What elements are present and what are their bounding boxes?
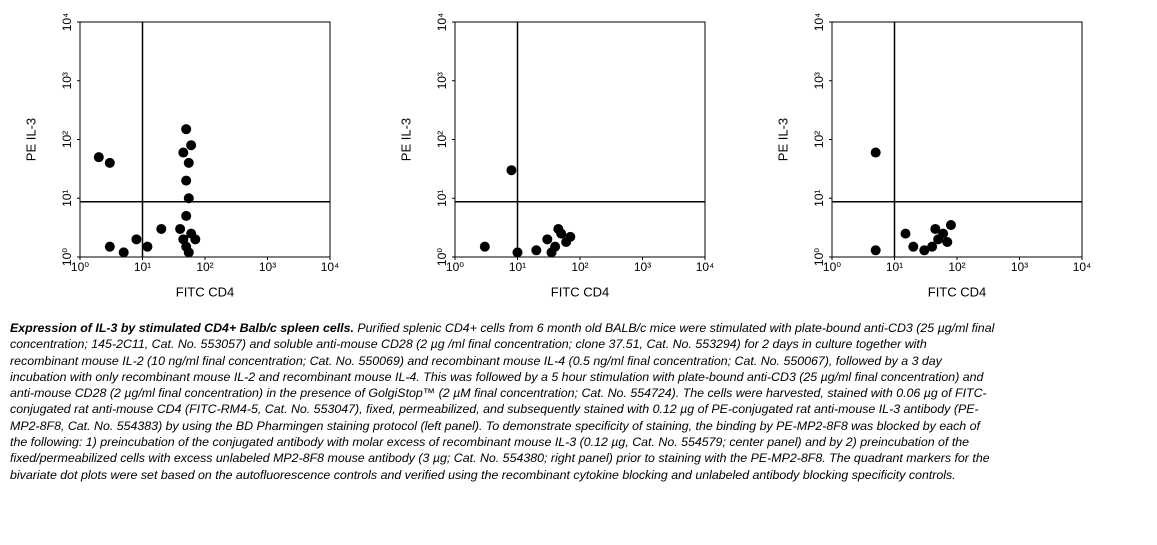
dot [900, 228, 911, 239]
dot [531, 245, 542, 256]
y-tick-label: 10¹ [435, 190, 449, 207]
y-tick-label: 10⁰ [60, 248, 74, 266]
x-tick-label: 10⁰ [446, 260, 464, 274]
y-tick-label: 10² [435, 131, 449, 148]
x-tick-label: 10⁰ [71, 260, 89, 274]
x-tick-label: 10¹ [134, 260, 151, 274]
y-tick-label: 10⁰ [435, 248, 449, 266]
dot [553, 223, 564, 234]
x-tick-label: 10³ [259, 260, 276, 274]
dot [930, 223, 941, 234]
x-tick-label: 10⁴ [696, 260, 715, 274]
y-axis-label: PE IL-3 [398, 118, 413, 161]
dot [919, 245, 930, 256]
x-tick-label: 10³ [1011, 260, 1028, 274]
dot [186, 140, 197, 151]
x-tick-label: 10³ [634, 260, 651, 274]
dot [506, 165, 517, 176]
dot [479, 241, 490, 252]
x-axis-label: FITC CD4 [928, 284, 987, 299]
y-tick-label: 10³ [60, 72, 74, 89]
figure: 10⁰ 10¹ 10² 10³ 10⁴ 10⁰ 10¹ 10² 10³ 10⁴ FITC CD4 PE… [23, 13, 1092, 300]
dot [183, 193, 194, 204]
dot [178, 147, 189, 158]
dot [870, 147, 881, 158]
x-tick-label: 10⁰ [823, 260, 841, 274]
plot-frame [79, 21, 331, 258]
x-tick-label: 10⁴ [321, 260, 340, 274]
dot [542, 234, 553, 245]
dot [870, 245, 881, 256]
y-tick-label: 10⁴ [435, 13, 449, 32]
x-tick-label: 10² [571, 260, 588, 274]
dot [565, 231, 576, 242]
y-tick-label: 10⁴ [812, 13, 826, 32]
plot-frame [831, 21, 1083, 258]
dot [131, 234, 142, 245]
dot [938, 228, 949, 239]
y-tick-label: 10¹ [60, 190, 74, 207]
caption-text: Purified splenic CD4+ cells from 6 month… [10, 321, 995, 482]
x-tick-label: 10² [948, 260, 965, 274]
dot [183, 157, 194, 168]
dot [181, 124, 192, 135]
y-tick-label: 10³ [812, 72, 826, 89]
dot [181, 210, 192, 221]
dot [142, 241, 153, 252]
caption: Expression of IL-3 by stimulated CD4+ Ba… [10, 320, 995, 483]
dot [181, 175, 192, 186]
y-tick-label: 10³ [435, 72, 449, 89]
x-tick-label: 10¹ [886, 260, 903, 274]
dot [118, 247, 129, 258]
x-tick-label: 10² [196, 260, 213, 274]
dot [178, 234, 189, 245]
dot [512, 247, 523, 258]
dot [175, 223, 186, 234]
x-tick-label: 10¹ [509, 260, 526, 274]
dot [190, 234, 201, 245]
dot [104, 241, 115, 252]
dot [927, 241, 938, 252]
caption-title: Expression of IL-3 by stimulated CD4+ Ba… [10, 321, 354, 335]
dot [183, 247, 194, 258]
x-axis-label: FITC CD4 [551, 284, 610, 299]
x-tick-label: 10⁴ [1073, 260, 1092, 274]
y-tick-label: 10¹ [812, 190, 826, 207]
plot-frame [454, 21, 706, 258]
dot [546, 247, 557, 258]
dot [908, 241, 919, 252]
dot [156, 223, 167, 234]
y-tick-label: 10² [60, 131, 74, 148]
dot [93, 152, 104, 163]
x-axis-label: FITC CD4 [176, 284, 235, 299]
y-tick-label: 10⁴ [60, 13, 74, 32]
dot [945, 220, 956, 231]
y-axis-label: PE IL-3 [775, 118, 790, 161]
y-axis-label: PE IL-3 [23, 118, 38, 161]
dot [942, 237, 953, 248]
dot [104, 157, 115, 168]
y-tick-label: 10² [812, 131, 826, 148]
y-tick-label: 10⁰ [812, 248, 826, 266]
